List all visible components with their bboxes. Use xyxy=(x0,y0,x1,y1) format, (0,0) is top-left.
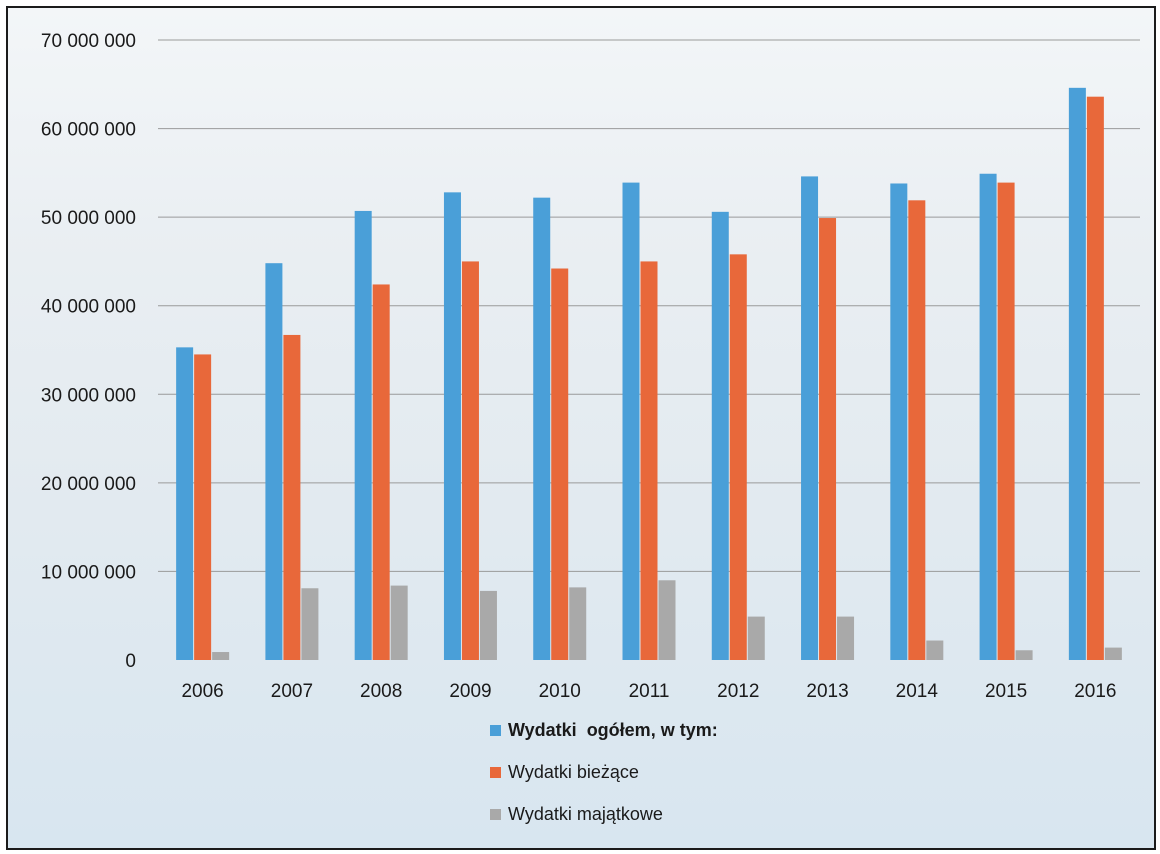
y-tick-label: 0 xyxy=(125,651,136,672)
x-tick-label: 2014 xyxy=(896,681,939,702)
bar-current-2007 xyxy=(283,334,301,660)
bar-chart: 0 10 000 000 20 000 000 30 000 000 40 000 00… xyxy=(41,31,1140,824)
bar-capital-2013 xyxy=(837,616,855,660)
x-tick-label: 2015 xyxy=(985,681,1027,702)
y-tick-label: 60 000 000 xyxy=(41,120,136,141)
y-tick-label: 40 000 000 xyxy=(41,297,136,318)
y-tick-label: 70 000 000 xyxy=(41,31,136,52)
bar-current-2015 xyxy=(997,182,1015,660)
x-tick-label: 2016 xyxy=(1074,681,1116,702)
legend-swatch xyxy=(490,809,501,820)
bar-total-2008 xyxy=(354,210,372,660)
y-tick-label: 30 000 000 xyxy=(41,385,136,406)
bar-current-2014 xyxy=(908,200,926,661)
x-tick-label: 2013 xyxy=(806,681,848,702)
bar-total-2010 xyxy=(533,197,551,660)
bar-total-2007 xyxy=(265,263,283,660)
bar-capital-2015 xyxy=(1015,650,1033,660)
bar-current-2010 xyxy=(551,268,569,660)
y-axis-ticks: 0 10 000 000 20 000 000 30 000 000 40 000 00… xyxy=(41,31,136,672)
bar-total-2006 xyxy=(176,347,194,660)
bar-capital-2010 xyxy=(569,587,587,660)
bar-total-2014 xyxy=(890,183,908,660)
bar-capital-2007 xyxy=(301,588,319,660)
x-tick-label: 2010 xyxy=(539,681,581,702)
legend-swatch xyxy=(490,767,501,778)
bar-current-2006 xyxy=(194,354,212,660)
bar-capital-2012 xyxy=(747,616,765,660)
bar-total-2015 xyxy=(979,173,997,660)
x-axis-ticks: 2006 2007 2008 2009 2010 2011 2012 2013 2014 2015… xyxy=(181,681,1116,702)
bar-total-2016 xyxy=(1068,87,1086,661)
bar-capital-2016 xyxy=(1104,647,1122,660)
bar-capital-2006 xyxy=(212,652,230,660)
legend-label: Wydatki majątkowe xyxy=(508,804,663,824)
bar-total-2009 xyxy=(443,192,461,661)
y-tick-label: 20 000 000 xyxy=(41,474,136,495)
x-tick-label: 2009 xyxy=(449,681,491,702)
chart-frame: 0 10 000 000 20 000 000 30 000 000 40 000 00… xyxy=(6,6,1156,850)
x-tick-label: 2012 xyxy=(717,681,759,702)
bar-current-2016 xyxy=(1086,96,1104,660)
bar-current-2008 xyxy=(372,284,390,660)
bar-current-2009 xyxy=(461,261,479,660)
bar-capital-2014 xyxy=(926,640,944,660)
x-tick-label: 2006 xyxy=(181,681,223,702)
y-tick-label: 50 000 000 xyxy=(41,208,136,229)
bar-total-2011 xyxy=(622,182,640,660)
bar-total-2012 xyxy=(711,211,729,661)
x-tick-label: 2011 xyxy=(629,681,670,702)
legend-label: Wydatki bieżące xyxy=(508,762,639,782)
bar-current-2012 xyxy=(729,254,747,661)
legend-label: Wydatki ogółem, w tym: xyxy=(508,720,718,740)
bar-capital-2008 xyxy=(390,585,408,660)
bar-capital-2009 xyxy=(479,590,497,660)
x-tick-label: 2008 xyxy=(360,681,402,702)
legend: Wydatki ogółem, w tym: Wydatki bieżące Wyd… xyxy=(490,720,718,824)
bar-current-2011 xyxy=(640,261,658,660)
bar-total-2013 xyxy=(801,176,819,660)
x-tick-label: 2007 xyxy=(271,681,313,702)
y-tick-label: 10 000 000 xyxy=(41,562,136,583)
bars xyxy=(176,87,1122,661)
legend-swatch xyxy=(490,725,501,736)
bar-capital-2011 xyxy=(658,580,676,660)
bar-current-2013 xyxy=(819,218,837,660)
